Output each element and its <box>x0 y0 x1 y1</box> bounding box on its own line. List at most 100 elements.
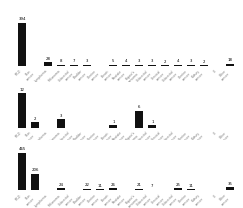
Text: 12: 12 <box>20 88 25 92</box>
Text: Bladder
cancer: Bladder cancer <box>73 193 87 208</box>
Bar <box>135 111 143 128</box>
Text: Uterine
cancer: Uterine cancer <box>87 69 100 83</box>
Text: Prostate
cancer: Prostate cancer <box>112 69 126 84</box>
Text: 465: 465 <box>19 147 26 151</box>
Bar <box>109 65 117 66</box>
Text: Kidney
cancer: Kidney cancer <box>191 131 204 144</box>
Text: 11: 11 <box>189 184 194 188</box>
Text: 4: 4 <box>125 59 128 63</box>
Bar <box>83 188 91 190</box>
Legend: US scientific registry of transplant recipients: US scientific registry of transplant rec… <box>81 90 172 94</box>
Text: 2: 2 <box>34 117 37 121</box>
Text: 3: 3 <box>151 59 154 63</box>
Text: 206: 206 <box>32 168 39 172</box>
Text: 28: 28 <box>46 57 51 61</box>
Text: 394: 394 <box>19 17 26 21</box>
Text: 2: 2 <box>203 60 206 64</box>
Text: GI: GI <box>212 193 217 198</box>
Text: Uterine
cancer: Uterine cancer <box>177 193 191 207</box>
Text: Other
cancer: Other cancer <box>217 131 230 144</box>
Text: Skin
cancer: Skin cancer <box>22 193 35 207</box>
Bar <box>70 65 78 66</box>
Text: Breast
cancer: Breast cancer <box>100 131 113 144</box>
Text: Kaposi's
sarcoma: Kaposi's sarcoma <box>124 193 139 208</box>
Bar <box>135 189 143 190</box>
Text: Lymphoma: Lymphoma <box>34 131 48 145</box>
Text: Uterine
cancer: Uterine cancer <box>87 193 100 207</box>
Bar <box>96 189 104 190</box>
Legend: Sweden national cancer register: Sweden national cancer register <box>93 147 160 151</box>
Text: Cervical
cancer: Cervical cancer <box>151 131 165 145</box>
Bar <box>174 188 182 190</box>
Text: Colorectal
cancer: Colorectal cancer <box>162 193 178 208</box>
Bar <box>32 173 39 190</box>
Text: Colorectal
cancer: Colorectal cancer <box>58 69 74 85</box>
Text: 11: 11 <box>98 184 103 188</box>
Text: Melanoma: Melanoma <box>47 193 61 207</box>
Text: Breast
cancer: Breast cancer <box>100 193 113 207</box>
Text: Lymphoma: Lymphoma <box>34 193 48 208</box>
Text: Melanoma: Melanoma <box>47 131 61 145</box>
Text: Other
cancer: Other cancer <box>217 193 230 207</box>
Bar <box>58 188 65 190</box>
Text: GI: GI <box>212 131 217 136</box>
Bar <box>226 187 234 190</box>
Text: 3: 3 <box>138 59 141 63</box>
Text: 3: 3 <box>190 59 193 63</box>
Text: Bladder
cancer: Bladder cancer <box>73 131 87 145</box>
Text: Breast
cancer: Breast cancer <box>100 69 113 82</box>
Text: 3: 3 <box>60 114 63 118</box>
Bar <box>161 65 169 66</box>
Text: 7: 7 <box>73 59 76 63</box>
Text: Bladder
cancer: Bladder cancer <box>73 69 87 83</box>
Text: 26: 26 <box>111 183 116 187</box>
Text: Melanoma: Melanoma <box>47 69 61 83</box>
Text: Kidney
cancer: Kidney cancer <box>191 193 204 207</box>
Text: Skin
cancer: Skin cancer <box>22 131 35 144</box>
Bar <box>174 65 182 66</box>
Bar <box>58 119 65 128</box>
Text: 5: 5 <box>112 59 114 63</box>
Text: 8: 8 <box>60 59 63 63</box>
Text: Cervical
cancer: Cervical cancer <box>151 193 165 208</box>
Text: Uterine
cancer: Uterine cancer <box>177 131 191 145</box>
Text: 2: 2 <box>164 60 167 64</box>
Text: Prostate
cancer: Prostate cancer <box>112 131 126 145</box>
Bar <box>148 65 156 66</box>
Text: 25: 25 <box>176 183 181 187</box>
Text: 22: 22 <box>85 183 90 187</box>
Text: 3: 3 <box>86 59 89 63</box>
Text: PTLD: PTLD <box>14 69 22 77</box>
Text: Colorectal
cancer: Colorectal cancer <box>136 131 152 147</box>
Bar <box>44 62 52 66</box>
Text: Kaposi's
sarcoma: Kaposi's sarcoma <box>124 131 139 146</box>
Text: Colorectal
cancer: Colorectal cancer <box>136 193 152 208</box>
Text: GI: GI <box>212 69 217 74</box>
Text: PTLD: PTLD <box>14 131 22 139</box>
Text: Colorectal
cancer: Colorectal cancer <box>162 131 178 147</box>
Bar <box>187 65 195 66</box>
Text: Kidney
cancer: Kidney cancer <box>191 69 204 82</box>
Bar <box>32 122 39 128</box>
Text: 4: 4 <box>177 59 180 63</box>
Text: 24: 24 <box>59 183 64 187</box>
Text: 21: 21 <box>137 183 142 187</box>
Bar <box>187 189 195 190</box>
Text: 18: 18 <box>228 58 233 62</box>
Bar <box>122 65 130 66</box>
Text: Kaposi's
sarcoma: Kaposi's sarcoma <box>124 69 139 84</box>
Text: Skin
cancer: Skin cancer <box>22 69 35 82</box>
Bar <box>83 65 91 66</box>
Text: Colorectal
cancer: Colorectal cancer <box>58 131 74 147</box>
Text: Colorectal
cancer: Colorectal cancer <box>136 69 152 85</box>
Bar <box>18 152 26 190</box>
Text: PTLD: PTLD <box>14 193 22 201</box>
Text: Uterine
cancer: Uterine cancer <box>177 69 191 83</box>
Text: 6: 6 <box>138 105 140 109</box>
Bar <box>109 125 117 128</box>
Bar <box>226 64 234 66</box>
Bar <box>109 188 117 190</box>
Text: Colorectal
cancer: Colorectal cancer <box>58 193 74 208</box>
Bar <box>200 65 208 66</box>
Text: 7: 7 <box>151 184 154 188</box>
